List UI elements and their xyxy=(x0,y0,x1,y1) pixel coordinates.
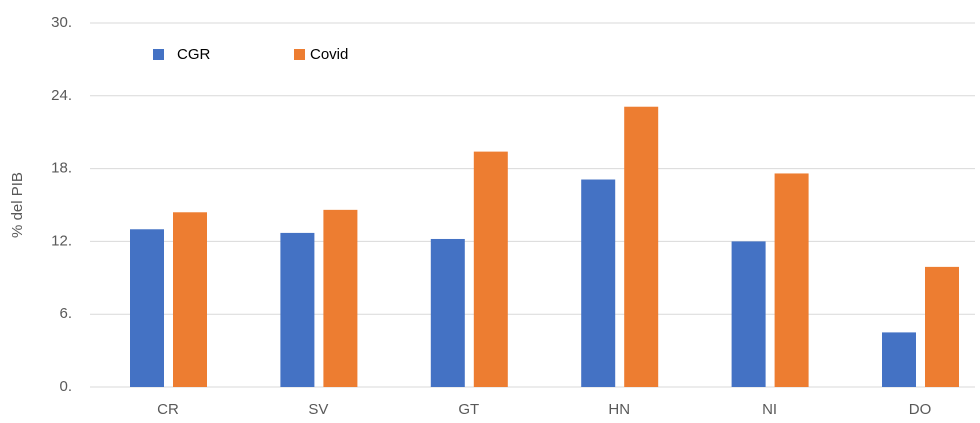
y-tick-label: 30. xyxy=(51,14,72,31)
bar xyxy=(925,266,959,387)
y-tick-label: 24. xyxy=(51,87,72,104)
bar xyxy=(280,232,315,387)
x-tick-label: GT xyxy=(458,401,479,418)
y-tick-label: 0. xyxy=(59,378,72,395)
bar xyxy=(173,212,207,387)
legend-swatch xyxy=(153,49,164,60)
legend-swatch xyxy=(294,49,305,60)
x-tick-label: HN xyxy=(608,401,630,418)
bar xyxy=(624,106,659,387)
x-tick-label: NI xyxy=(762,401,777,418)
bar xyxy=(473,151,508,387)
y-tick-label: 12. xyxy=(51,232,72,249)
legend-label: Covid xyxy=(310,46,348,63)
y-tick-label: 6. xyxy=(59,305,72,322)
x-tick-label: SV xyxy=(308,401,328,418)
bar xyxy=(130,229,164,387)
legend-label: CGR xyxy=(177,46,211,63)
bar xyxy=(731,241,766,387)
y-axis-label: % del PIB xyxy=(9,172,26,238)
x-tick-label: DO xyxy=(909,401,932,418)
bar xyxy=(323,209,358,387)
bar xyxy=(882,332,916,387)
x-tick-label: CR xyxy=(157,401,179,418)
y-tick-label: 18. xyxy=(51,160,72,177)
bar xyxy=(774,173,809,387)
bar xyxy=(430,238,465,387)
bar xyxy=(581,179,616,387)
